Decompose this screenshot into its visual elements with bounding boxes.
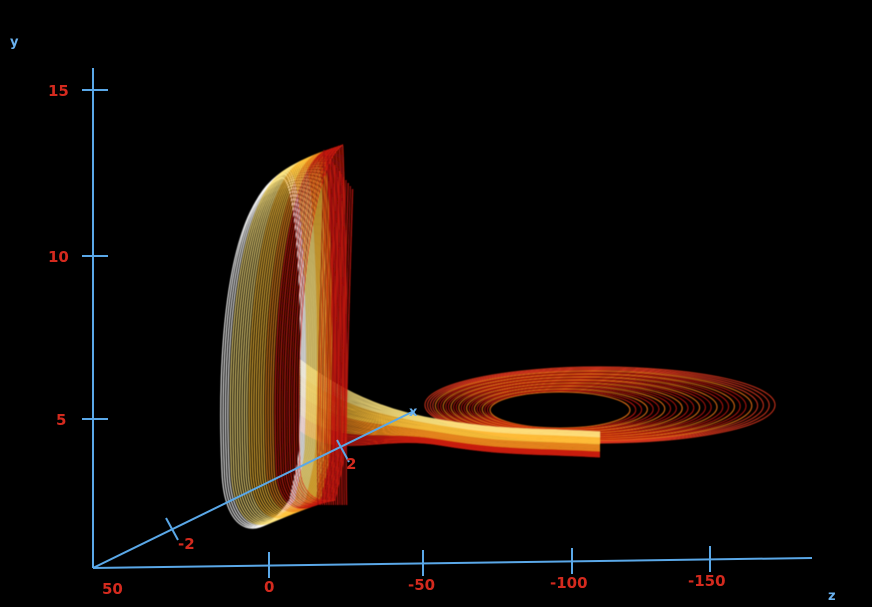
trajectory-spine: [334, 173, 343, 506]
z-tick-label: 50: [102, 580, 123, 598]
x-tick-label: -2: [178, 535, 195, 553]
z-tick-label: -100: [550, 574, 588, 592]
x-axis-name: x: [409, 405, 418, 420]
z-tick-label: 0: [264, 578, 274, 596]
y-tick-label: 10: [48, 248, 69, 266]
trajectory-spine: [330, 167, 338, 506]
trajectory-loop-left: [248, 159, 319, 519]
y-tick-label: 15: [48, 82, 69, 100]
z-tick-label: -50: [408, 576, 435, 594]
z-axis-line: [92, 557, 813, 569]
trajectory-spine: [327, 164, 336, 506]
y-tick-label: 5: [56, 411, 66, 429]
trajectory-spine: [323, 158, 332, 506]
trajectory-spine: [321, 155, 330, 506]
y-axis-name: y: [10, 35, 19, 50]
trajectory-spine: [341, 182, 349, 506]
z-tick-label: -150: [688, 572, 726, 590]
trajectory-spine: [325, 161, 334, 506]
trajectory-spine: [336, 176, 345, 506]
trajectory-spine: [319, 152, 327, 506]
trajectory-loop-right: [489, 391, 631, 429]
trajectory-spine: [338, 179, 347, 506]
trajectory-group: [220, 144, 776, 529]
x-tick-label: 2: [346, 455, 356, 473]
trajectory-loop-right: [479, 387, 654, 431]
trajectory-spine: [345, 188, 354, 506]
x-tick-mark: [165, 517, 179, 541]
x-axis-line: [92, 411, 413, 569]
trajectory-loop-right: [486, 390, 637, 430]
trajectory-spine: [343, 185, 352, 506]
trajectory-loop-right: [484, 389, 643, 430]
trajectory-spine: [332, 170, 341, 506]
z-axis-name: z: [828, 589, 836, 604]
trajectory-spine: [316, 149, 325, 506]
trajectory-loop-right: [476, 386, 660, 432]
x-tick-mark: [336, 439, 350, 463]
trajectory-loop-right: [481, 388, 648, 431]
